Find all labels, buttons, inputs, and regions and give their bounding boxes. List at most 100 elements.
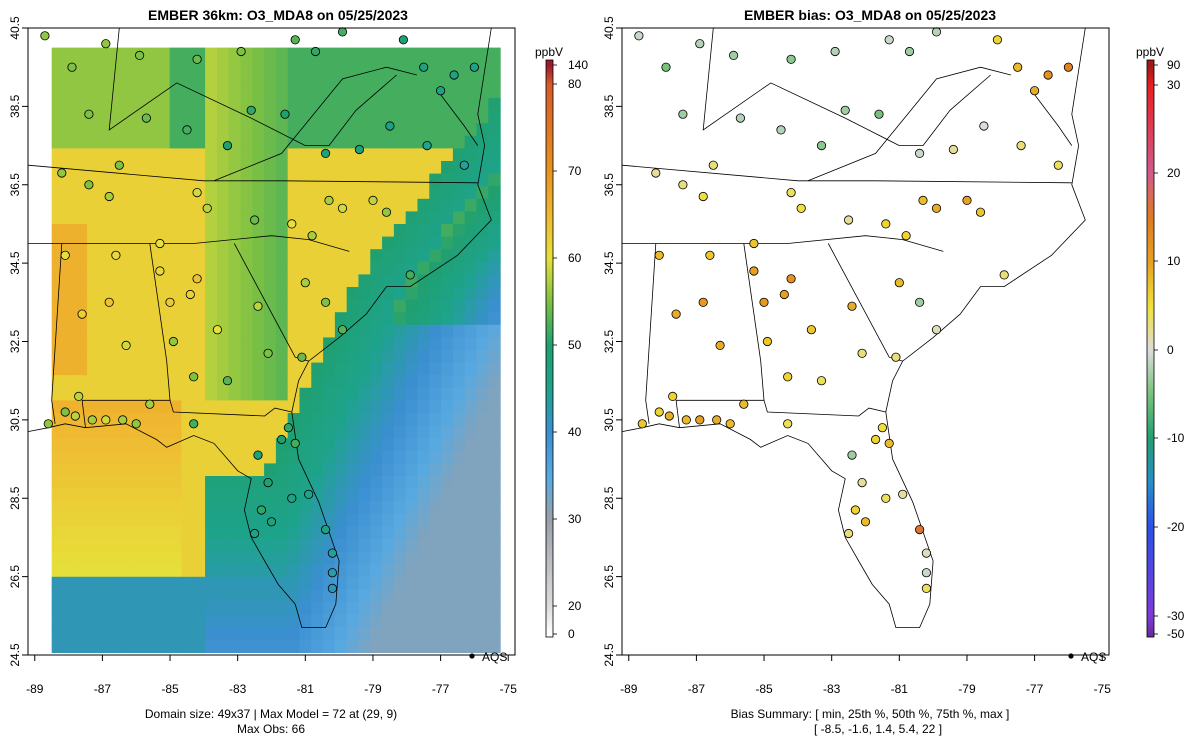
y-tick-label: 28.5 (602, 486, 616, 510)
bias-point (1030, 86, 1040, 96)
obs-point (192, 274, 202, 284)
obs-point (263, 348, 273, 358)
bias-plot-frame (621, 27, 1110, 656)
obs-point (60, 407, 70, 417)
bias-footer-line2: [ -8.5, -1.6, 1.4, 5.4, 22 ] (814, 722, 942, 736)
obs-point (145, 399, 155, 409)
bias-colorbar: ppbV 90 30 20 10 0 -10 -20 -30 -50 (1136, 45, 1185, 641)
state-boundaries (27, 27, 492, 628)
bias-point (661, 62, 671, 72)
bias-point (847, 450, 857, 460)
obs-point (250, 215, 260, 225)
obs-point (250, 528, 260, 539)
obs-point (337, 27, 348, 37)
obs-point (222, 141, 233, 151)
bias-point (914, 297, 925, 307)
obs-point (287, 219, 297, 229)
obs-point (87, 415, 97, 425)
y-tick-label: 40.5 (602, 16, 616, 40)
y-tick-label: 32.5 (8, 329, 22, 353)
bias-point (979, 121, 989, 131)
bias-point (681, 415, 691, 425)
bias-point (1043, 70, 1053, 80)
obs-point (67, 62, 77, 72)
obs-point (101, 39, 111, 49)
y-tick-label: 26.5 (602, 565, 616, 589)
bias-footer-line1: Bias Summary: [ min, 25th %, 50th %, 75t… (731, 707, 1010, 721)
obs-point (320, 297, 331, 307)
bias-point (654, 407, 664, 417)
bias-point (904, 46, 915, 57)
y-tick-label: 30.5 (602, 408, 616, 432)
obs-point (280, 109, 290, 119)
bias-point (806, 325, 817, 335)
obs-point (101, 415, 111, 425)
x-tick-label: -89 (26, 682, 44, 696)
obs-point (155, 238, 165, 249)
bias-point (816, 376, 827, 386)
bias-point (779, 289, 789, 300)
bias-point (843, 215, 854, 225)
bias-point (860, 517, 871, 527)
obs-point (40, 31, 50, 41)
bias-point (877, 423, 888, 433)
y-tick-label: 34.5 (602, 251, 616, 275)
bias-point (654, 250, 664, 260)
obs-point (354, 144, 364, 155)
obs-point (135, 50, 145, 61)
colorbar-tick-label: -20 (1167, 520, 1185, 534)
obs-point (381, 207, 392, 217)
bias-point (759, 297, 769, 307)
bias-point (921, 548, 932, 558)
obs-point (111, 250, 121, 260)
colorbar-tick-label: 0 (1167, 343, 1174, 357)
bias-x-axis: -89 -87 -85 -83 -81 -79 -77 -75 (620, 655, 1111, 696)
colorbar-tick-label: 80 (568, 77, 582, 91)
bias-point (874, 109, 884, 119)
bias-point (901, 231, 911, 241)
bias-point (884, 438, 894, 448)
bias-point (918, 195, 928, 205)
x-tick-label: -83 (229, 682, 247, 696)
obs-point (320, 148, 331, 158)
obs-point (253, 301, 263, 311)
y-tick-label: 34.5 (8, 251, 22, 275)
obs-point (263, 477, 273, 488)
obs-point (185, 289, 195, 300)
bias-point (671, 309, 681, 319)
bias-point (931, 325, 942, 335)
obs-point (155, 266, 165, 276)
bias-point (708, 160, 718, 170)
bias-point (914, 148, 925, 158)
obs-point (398, 35, 408, 45)
colorbar-tick-label: 140 (568, 58, 588, 72)
bias-point (921, 583, 932, 594)
obs-point (405, 270, 415, 280)
obs-point (290, 438, 300, 448)
bias-point (637, 419, 647, 429)
bias-point (668, 391, 678, 401)
bias-point (816, 141, 827, 151)
obs-point (189, 419, 199, 429)
ozone-observation-points (40, 27, 479, 594)
bias-y-axis: 40.5 38.5 36.5 34.5 32.5 30.5 28.5 26.5 … (602, 16, 622, 667)
colorbar-tick-label: -50 (1167, 627, 1185, 641)
y-tick-label: 32.5 (602, 329, 616, 353)
obs-point (60, 250, 70, 260)
aqs-legend-label: AQS (1081, 650, 1106, 664)
bias-point (931, 27, 942, 37)
obs-point (283, 423, 293, 433)
y-tick-label: 40.5 (8, 16, 22, 40)
obs-point (276, 434, 287, 445)
x-tick-label: -77 (1026, 682, 1044, 696)
bias-point (728, 50, 739, 61)
obs-point (320, 524, 331, 535)
bias-panel: EMBER bias: O3_MDA8 on 05/25/2023 -89 -8… (602, 7, 1185, 736)
obs-point (192, 188, 202, 198)
colorbar-tick-label: 20 (568, 599, 582, 613)
bias-point (695, 39, 705, 49)
obs-point (118, 415, 128, 425)
obs-point (327, 583, 337, 594)
colorbar-tick-label: -10 (1167, 431, 1185, 445)
bias-point (884, 35, 894, 45)
